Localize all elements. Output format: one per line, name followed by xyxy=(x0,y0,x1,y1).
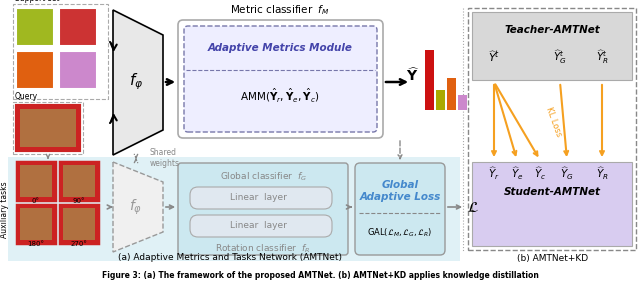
Text: 180°: 180° xyxy=(28,241,45,247)
Text: $\widehat{Y}_r$: $\widehat{Y}_r$ xyxy=(488,166,500,182)
Text: KL Loss: KL Loss xyxy=(545,106,564,138)
Bar xyxy=(17,106,79,150)
Bar xyxy=(8,157,460,261)
Text: Adaptive Metrics Module: Adaptive Metrics Module xyxy=(207,43,353,53)
FancyBboxPatch shape xyxy=(178,20,383,138)
Bar xyxy=(16,51,54,89)
Text: Query: Query xyxy=(15,92,38,101)
Text: Support set: Support set xyxy=(15,0,60,3)
Bar xyxy=(16,8,54,46)
Text: AMM$(\hat{\mathbf{Y}}_r,\hat{\mathbf{Y}}_e,\hat{\mathbf{Y}}_c)$: AMM$(\hat{\mathbf{Y}}_r,\hat{\mathbf{Y}}… xyxy=(240,86,320,104)
Text: Student-AMTNet: Student-AMTNet xyxy=(504,187,600,197)
Bar xyxy=(468,8,636,250)
Bar xyxy=(61,10,95,44)
FancyBboxPatch shape xyxy=(190,215,332,237)
Text: $\widehat{Y}_G$: $\widehat{Y}_G$ xyxy=(560,166,574,182)
Text: 0°: 0° xyxy=(32,198,40,204)
Text: $\widehat{Y}_e$: $\widehat{Y}_e$ xyxy=(511,166,524,182)
Text: GAL$(\mathcal{L}_M,\mathcal{L}_G,\mathcal{L}_R)$: GAL$(\mathcal{L}_M,\mathcal{L}_G,\mathca… xyxy=(367,227,433,239)
Bar xyxy=(18,10,52,44)
Bar xyxy=(59,51,97,89)
FancyBboxPatch shape xyxy=(178,163,348,255)
Bar xyxy=(59,8,97,46)
Bar xyxy=(17,205,55,243)
Bar xyxy=(20,109,76,147)
Text: Teacher-AMTNet: Teacher-AMTNet xyxy=(504,25,600,35)
Text: Linear  layer: Linear layer xyxy=(230,222,287,231)
Bar xyxy=(18,53,52,87)
Text: 90°: 90° xyxy=(73,198,85,204)
Bar xyxy=(458,95,467,110)
Text: Rotation classifier  $f_R$: Rotation classifier $f_R$ xyxy=(215,243,310,255)
Polygon shape xyxy=(113,10,163,155)
Text: $\widehat{Y}^t_G$: $\widehat{Y}^t_G$ xyxy=(553,48,567,66)
Text: Metric classifier  $f_M$: Metric classifier $f_M$ xyxy=(230,3,330,17)
FancyBboxPatch shape xyxy=(190,187,332,209)
Text: Global
Adaptive Loss: Global Adaptive Loss xyxy=(360,180,440,202)
Text: Linear  layer: Linear layer xyxy=(230,193,287,202)
Polygon shape xyxy=(113,162,163,252)
Text: (a) Adaptive Metrics and Tasks Network (AMTNet): (a) Adaptive Metrics and Tasks Network (… xyxy=(118,254,342,262)
Bar xyxy=(60,205,98,243)
Text: $\widehat{Y}_R$: $\widehat{Y}_R$ xyxy=(596,166,609,182)
Text: $\widehat{Y}^t$: $\widehat{Y}^t$ xyxy=(488,49,500,64)
Bar xyxy=(13,4,108,99)
Bar xyxy=(20,208,52,240)
Bar xyxy=(63,208,95,240)
Text: $\widehat{\mathbf{Y}}$: $\widehat{\mathbf{Y}}$ xyxy=(406,66,420,84)
FancyBboxPatch shape xyxy=(184,26,377,132)
Text: (b) AMTNet+KD: (b) AMTNet+KD xyxy=(517,254,589,262)
Text: $f_\varphi$: $f_\varphi$ xyxy=(129,72,143,92)
FancyBboxPatch shape xyxy=(355,163,445,255)
Bar xyxy=(61,53,95,87)
Text: $\widehat{Y}_c$: $\widehat{Y}_c$ xyxy=(534,166,546,182)
Text: Shared
weights: Shared weights xyxy=(150,148,180,168)
Bar xyxy=(17,162,55,200)
Bar xyxy=(447,78,456,110)
Bar xyxy=(436,90,445,110)
Text: 270°: 270° xyxy=(70,241,88,247)
Bar xyxy=(472,12,632,80)
Text: Global classifier  $f_G$: Global classifier $f_G$ xyxy=(220,171,307,183)
Bar xyxy=(472,162,632,246)
Bar xyxy=(20,165,52,197)
Text: $\mathcal{L}$: $\mathcal{L}$ xyxy=(467,199,479,214)
Bar xyxy=(60,162,98,200)
Bar xyxy=(13,102,83,154)
Bar xyxy=(63,165,95,197)
Text: $\widehat{Y}^t_R$: $\widehat{Y}^t_R$ xyxy=(596,48,609,66)
Text: Figure 3: (a) The framework of the proposed AMTNet. (b) AMTNet+KD applies knowle: Figure 3: (a) The framework of the propo… xyxy=(102,270,538,279)
Text: Auxiliary tasks: Auxiliary tasks xyxy=(1,182,10,238)
Text: $f_\varphi$: $f_\varphi$ xyxy=(129,197,143,217)
Bar xyxy=(425,50,434,110)
